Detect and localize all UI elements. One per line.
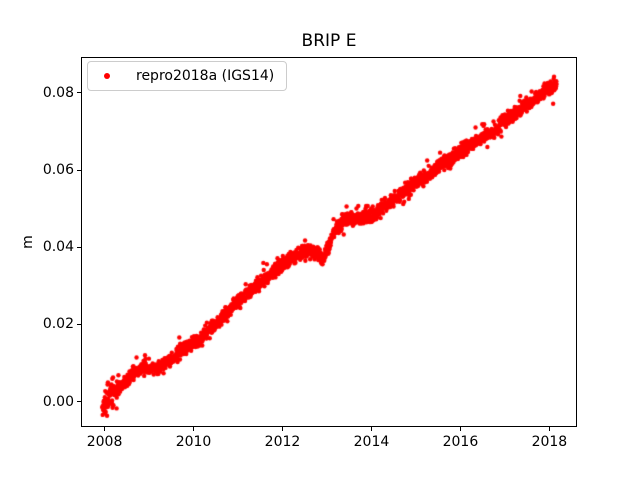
legend-marker-dot-icon: [104, 73, 110, 79]
x-tick-label: 2014: [353, 434, 390, 450]
chart-title: BRIP E: [301, 31, 357, 51]
legend: repro2018a (IGS14): [87, 61, 288, 91]
x-tick-label: 2016: [442, 434, 479, 450]
y-tick-mark: [77, 169, 81, 171]
scatter-points-canvas: [81, 57, 577, 427]
x-tick-mark: [282, 427, 283, 431]
x-tick-label: 2008: [86, 434, 123, 450]
y-tick-label: 0.06: [42, 162, 74, 179]
x-tick-mark: [193, 427, 195, 431]
y-tick-mark: [77, 323, 81, 325]
x-tick-mark: [459, 427, 461, 431]
y-tick-label: 0.00: [42, 393, 74, 410]
x-tick-mark: [370, 427, 372, 431]
y-tick-label: 0.02: [42, 316, 74, 333]
x-tick-label: 2010: [175, 434, 212, 450]
x-tick-mark: [548, 427, 550, 431]
legend-label: repro2018a (IGS14): [136, 68, 275, 84]
x-tick-label: 2018: [531, 434, 568, 450]
x-tick-label: 2012: [264, 434, 301, 450]
x-tick-mark: [104, 427, 106, 431]
y-tick-mark: [77, 401, 81, 403]
y-tick-label: 0.08: [42, 84, 74, 101]
y-tick-mark: [77, 246, 81, 248]
y-tick-label: 0.04: [42, 239, 74, 256]
y-tick-mark: [77, 92, 81, 94]
